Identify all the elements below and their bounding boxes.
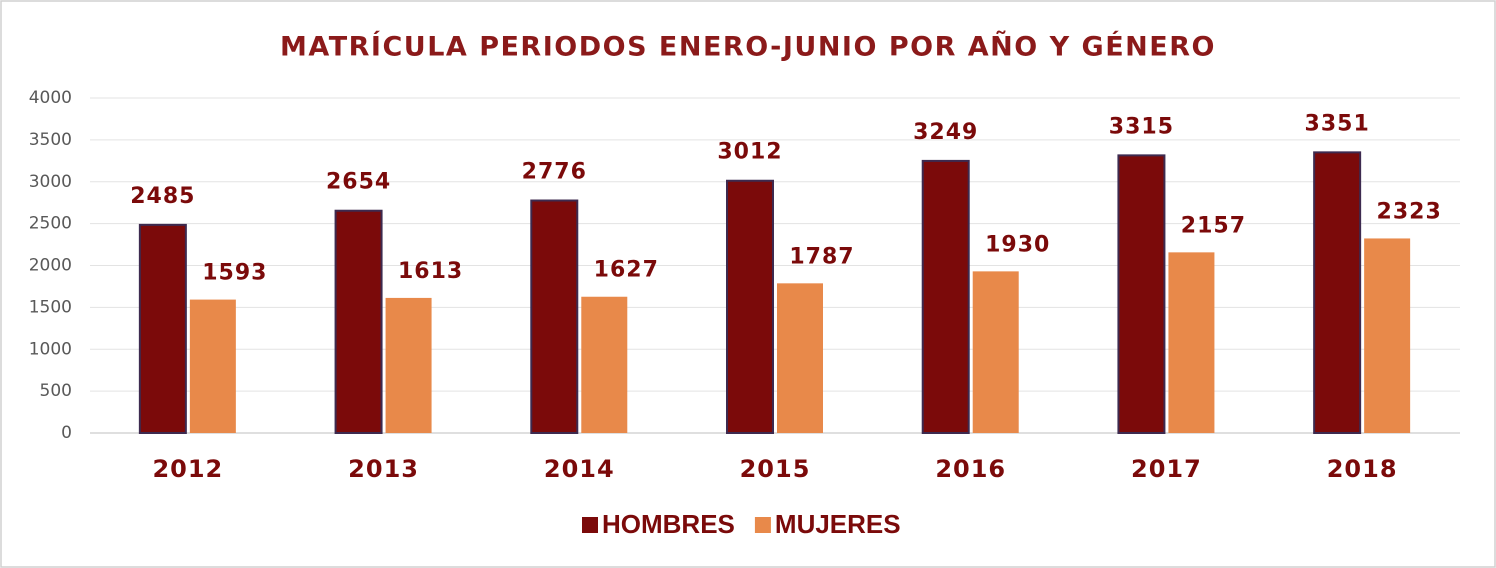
x-tick-label: 2014 bbox=[544, 455, 615, 483]
data-label: 1627 bbox=[594, 258, 659, 283]
bar bbox=[972, 271, 1019, 433]
bar bbox=[1313, 151, 1362, 434]
data-label: 1787 bbox=[789, 244, 854, 269]
y-tick-label: 1000 bbox=[29, 339, 72, 359]
y-tick-label: 1500 bbox=[29, 297, 72, 317]
bar bbox=[1117, 154, 1166, 434]
x-tick-label: 2016 bbox=[935, 455, 1006, 483]
legend-swatch bbox=[582, 517, 598, 533]
y-tick-label: 500 bbox=[40, 381, 72, 401]
data-label: 3315 bbox=[1109, 114, 1174, 139]
data-label: 2157 bbox=[1181, 213, 1246, 238]
bar bbox=[1168, 252, 1215, 433]
bar bbox=[777, 283, 823, 433]
data-label: 1593 bbox=[202, 261, 267, 286]
y-tick-label: 3500 bbox=[29, 130, 72, 150]
bar bbox=[138, 223, 187, 434]
y-tick-label: 3000 bbox=[29, 172, 72, 192]
y-tick-label: 2500 bbox=[29, 214, 72, 234]
chart-title: MATRÍCULA PERIODOS ENERO-JUNIO POR AÑO Y… bbox=[280, 31, 1216, 63]
x-tick-label: 2018 bbox=[1327, 455, 1398, 483]
data-label: 2776 bbox=[522, 160, 587, 185]
x-tick-label: 2015 bbox=[740, 455, 811, 483]
y-tick-label: 0 bbox=[61, 423, 72, 443]
bar bbox=[334, 209, 383, 434]
bar bbox=[581, 296, 628, 433]
x-tick-label: 2017 bbox=[1131, 455, 1202, 483]
bar bbox=[189, 299, 236, 433]
data-label: 3351 bbox=[1305, 111, 1370, 136]
data-label: 1930 bbox=[985, 232, 1050, 257]
data-label: 2654 bbox=[326, 170, 391, 195]
bar bbox=[530, 199, 579, 434]
data-label: 3249 bbox=[913, 120, 978, 145]
y-tick-label: 2000 bbox=[29, 256, 72, 276]
data-label: 2323 bbox=[1377, 199, 1442, 224]
data-label: 3012 bbox=[717, 140, 782, 165]
bar bbox=[921, 159, 970, 435]
legend-label: MUJERES bbox=[775, 509, 901, 539]
y-tick-label: 4000 bbox=[29, 88, 72, 108]
bar bbox=[1364, 238, 1411, 433]
data-label: 1613 bbox=[398, 259, 463, 284]
data-label: 2485 bbox=[130, 184, 195, 209]
legend-swatch bbox=[754, 517, 771, 533]
x-tick-label: 2013 bbox=[348, 455, 419, 483]
legend-label: HOMBRES bbox=[602, 509, 735, 539]
bar bbox=[385, 297, 432, 433]
x-tick-label: 2012 bbox=[152, 455, 223, 483]
bar bbox=[726, 179, 774, 434]
